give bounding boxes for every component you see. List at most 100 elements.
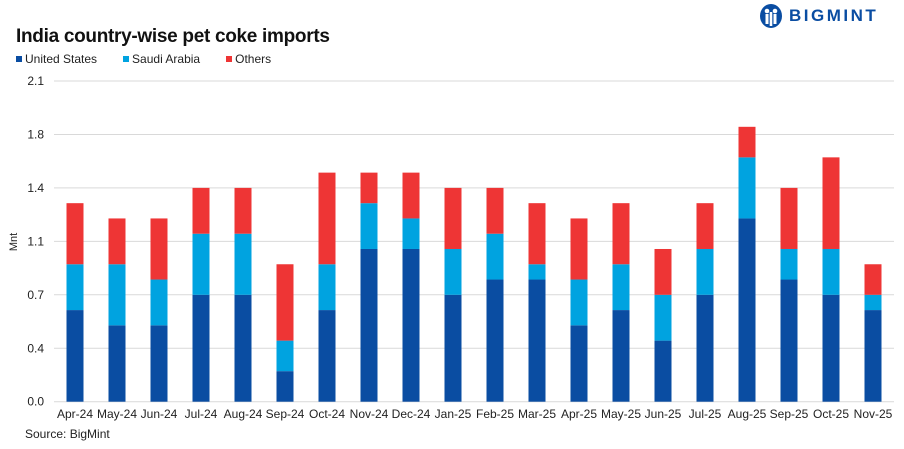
bar-others-jan-25 — [444, 187, 462, 249]
bar-stack-may-24 — [108, 218, 126, 402]
bar-stack-apr-24 — [66, 203, 84, 402]
bar-others-sep-24 — [276, 264, 294, 341]
bar-stack-apr-25 — [570, 218, 588, 402]
bar-united-states-oct-24 — [318, 310, 336, 402]
y-tick-label: 0.0 — [27, 395, 44, 409]
legend-label: United States — [25, 52, 98, 66]
x-tick-label: May-25 — [601, 407, 641, 421]
bar-united-states-may-25 — [612, 310, 630, 402]
legend: United States Saudi Arabia Others — [16, 52, 297, 66]
bar-united-states-jul-25 — [696, 294, 714, 402]
bar-others-nov-24 — [360, 172, 378, 204]
y-tick-label: 0.4 — [27, 341, 44, 355]
bar-saudi-arabia-apr-24 — [66, 264, 84, 311]
bar-saudi-arabia-jul-25 — [696, 248, 714, 295]
bar-saudi-arabia-sep-24 — [276, 340, 294, 372]
bar-united-states-jun-25 — [654, 340, 672, 402]
bar-others-may-24 — [108, 218, 126, 265]
bar-saudi-arabia-sep-25 — [780, 248, 798, 280]
bar-united-states-sep-25 — [780, 279, 798, 402]
bar-united-states-aug-25 — [738, 218, 756, 402]
legend-item-others: Others — [226, 52, 271, 66]
x-tick-label: Nov-24 — [350, 407, 389, 421]
x-tick-label: Oct-24 — [309, 407, 345, 421]
bar-saudi-arabia-nov-25 — [864, 294, 882, 311]
bar-saudi-arabia-oct-24 — [318, 264, 336, 311]
y-axis-ticks: 0.0 0.4 0.7 1.1 1.4 1.8 2.1 — [27, 74, 44, 409]
bar-united-states-feb-25 — [486, 279, 504, 402]
bar-saudi-arabia-apr-25 — [570, 279, 588, 326]
bar-stack-feb-25 — [486, 187, 504, 402]
bar-stack-mar-25 — [528, 203, 546, 402]
bar-united-states-nov-24 — [360, 248, 378, 402]
legend-label: Saudi Arabia — [132, 52, 201, 66]
bar-saudi-arabia-nov-24 — [360, 203, 378, 249]
bar-united-states-apr-25 — [570, 325, 588, 402]
bar-stack-aug-25 — [738, 126, 756, 402]
bar-united-states-jul-24 — [192, 294, 210, 402]
legend-item-united-states: United States — [16, 52, 97, 66]
y-axis-label: Mnt — [8, 233, 20, 251]
x-tick-label: Jul-24 — [185, 407, 218, 421]
bar-stack-may-25 — [612, 203, 630, 402]
bar-stack-oct-24 — [318, 172, 336, 402]
bars — [66, 126, 882, 402]
bar-stack-sep-25 — [780, 187, 798, 402]
bar-others-jul-24 — [192, 187, 210, 234]
bar-others-apr-24 — [66, 203, 84, 265]
bar-others-dec-24 — [402, 172, 420, 219]
bar-others-apr-25 — [570, 218, 588, 280]
bar-saudi-arabia-dec-24 — [402, 218, 420, 249]
gridlines — [54, 80, 894, 403]
bar-stack-jul-25 — [696, 203, 714, 402]
bar-saudi-arabia-aug-25 — [738, 157, 756, 219]
bar-united-states-may-24 — [108, 325, 126, 402]
bar-united-states-aug-24 — [234, 294, 252, 402]
x-tick-label: Apr-25 — [561, 407, 597, 421]
y-tick-label: 1.8 — [27, 127, 44, 141]
bar-saudi-arabia-oct-25 — [822, 248, 840, 295]
legend-label: Others — [235, 52, 272, 66]
x-tick-label: Mar-25 — [518, 407, 556, 421]
bar-saudi-arabia-aug-24 — [234, 233, 252, 295]
x-tick-label: Aug-25 — [728, 407, 767, 421]
x-tick-label: Sep-24 — [266, 407, 305, 421]
y-tick-label: 2.1 — [27, 74, 44, 88]
y-tick-label: 1.1 — [27, 234, 44, 248]
bar-others-may-25 — [612, 203, 630, 265]
bar-united-states-apr-24 — [66, 310, 84, 402]
bar-others-mar-25 — [528, 203, 546, 265]
x-tick-label: Sep-25 — [770, 407, 809, 421]
bar-saudi-arabia-jan-25 — [444, 248, 462, 295]
bar-stack-aug-24 — [234, 187, 252, 402]
bar-saudi-arabia-jul-24 — [192, 233, 210, 295]
bar-united-states-oct-25 — [822, 294, 840, 402]
bar-others-feb-25 — [486, 187, 504, 234]
bar-united-states-sep-24 — [276, 371, 294, 402]
bar-stack-nov-24 — [360, 172, 378, 402]
x-tick-label: Jul-25 — [689, 407, 722, 421]
x-tick-label: Jan-25 — [435, 407, 472, 421]
bar-saudi-arabia-mar-25 — [528, 264, 546, 280]
bar-stack-sep-24 — [276, 264, 294, 402]
x-tick-label: Aug-24 — [224, 407, 263, 421]
bar-others-nov-25 — [864, 264, 882, 295]
y-tick-label: 0.7 — [27, 288, 44, 302]
y-tick-label: 1.4 — [27, 181, 44, 195]
bar-stack-jun-25 — [654, 248, 672, 402]
legend-swatch — [123, 56, 130, 62]
bar-stack-dec-24 — [402, 172, 420, 402]
bigmint-logo-text: BIGMINT — [789, 6, 879, 25]
bar-united-states-mar-25 — [528, 279, 546, 402]
bar-saudi-arabia-may-25 — [612, 264, 630, 311]
bar-others-sep-25 — [780, 187, 798, 249]
bar-others-aug-25 — [738, 126, 756, 158]
bar-stack-jun-24 — [150, 218, 168, 402]
bar-others-aug-24 — [234, 187, 252, 234]
chart-title: India country-wise pet coke imports — [16, 26, 330, 47]
bar-saudi-arabia-may-24 — [108, 264, 126, 326]
bar-saudi-arabia-jun-25 — [654, 294, 672, 341]
legend-item-saudi-arabia: Saudi Arabia — [123, 52, 200, 66]
x-tick-label: Dec-24 — [392, 407, 431, 421]
